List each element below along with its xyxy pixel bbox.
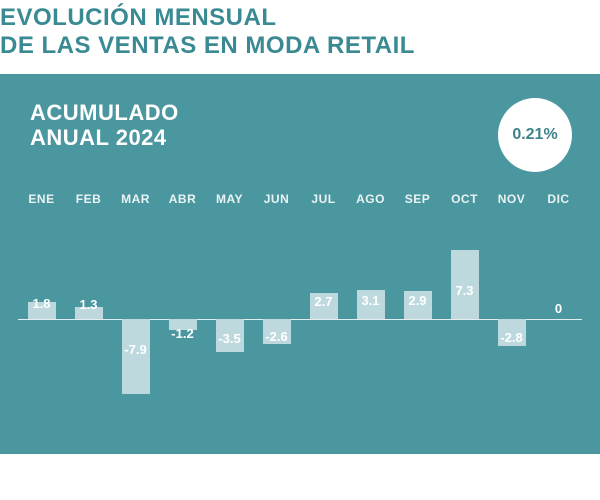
- month-label: FEB: [65, 192, 112, 210]
- month-label: ENE: [18, 192, 65, 210]
- month-label: JUN: [253, 192, 300, 210]
- bar-slot: -2.6: [253, 224, 300, 414]
- chart-subtitle-line2: ANUAL 2024: [30, 125, 167, 150]
- bar-slot: 1.3: [65, 224, 112, 414]
- month-label: NOV: [488, 192, 535, 210]
- bar-slot: -2.8: [488, 224, 535, 414]
- month-label: DIC: [535, 192, 582, 210]
- bar-value-label: -3.5: [218, 331, 240, 346]
- bar-value-label: -1.2: [171, 326, 193, 341]
- bar-value-label: 2.7: [314, 294, 332, 309]
- bar-slot: 7.3: [441, 224, 488, 414]
- page-title: EVOLUCIÓN MENSUAL DE LAS VENTAS EN MODA …: [0, 4, 415, 59]
- bar-value-label: 1.8: [32, 296, 50, 311]
- bar-chart: 1.8 1.3 -7.9 -1.2 -3.5 -2.6 2.7 3.1 2.9 7.3 -2.8 0: [18, 224, 582, 414]
- bar-slot: -3.5: [206, 224, 253, 414]
- page-title-line1: EVOLUCIÓN MENSUAL: [0, 4, 277, 31]
- bar-slot: 2.7: [300, 224, 347, 414]
- summary-badge: 0.21%: [498, 98, 572, 172]
- month-label: ABR: [159, 192, 206, 210]
- bar-value-label: 3.1: [361, 293, 379, 308]
- month-label: MAY: [206, 192, 253, 210]
- month-label: JUL: [300, 192, 347, 210]
- bars-container: 1.8 1.3 -7.9 -1.2 -3.5 -2.6 2.7 3.1 2.9 7.3 -2.8 0: [18, 224, 582, 414]
- month-label: OCT: [441, 192, 488, 210]
- bar-value-label: -2.6: [265, 329, 287, 344]
- month-label: MAR: [112, 192, 159, 210]
- bar-value-label: -2.8: [500, 330, 522, 345]
- bar-slot: 2.9: [394, 224, 441, 414]
- bar-slot: -7.9: [112, 224, 159, 414]
- bar-value-label: 1.3: [79, 297, 97, 312]
- chart-subtitle-line1: ACUMULADO: [30, 100, 179, 125]
- bar-slot: 0: [535, 224, 582, 414]
- bar-slot: 1.8: [18, 224, 65, 414]
- bar-value-label: 2.9: [408, 293, 426, 308]
- bar-slot: 3.1: [347, 224, 394, 414]
- page-title-line2: DE LAS VENTAS EN MODA RETAIL: [0, 32, 415, 59]
- bar-value-label: -7.9: [124, 342, 146, 357]
- page-root: EVOLUCIÓN MENSUAL DE LAS VENTAS EN MODA …: [0, 0, 600, 500]
- summary-badge-value: 0.21%: [512, 126, 557, 144]
- chart-subtitle: ACUMULADO ANUAL 2024: [30, 100, 179, 151]
- bar-value-label: 7.3: [455, 283, 473, 298]
- month-label: SEP: [394, 192, 441, 210]
- month-label: AGO: [347, 192, 394, 210]
- bar-slot: -1.2: [159, 224, 206, 414]
- chart-panel: ACUMULADO ANUAL 2024 0.21% ENEFEBMARABRM…: [0, 74, 600, 454]
- month-axis: ENEFEBMARABRMAYJUNJULAGOSEPOCTNOVDIC: [18, 192, 582, 210]
- bar-value-label: 0: [555, 301, 562, 316]
